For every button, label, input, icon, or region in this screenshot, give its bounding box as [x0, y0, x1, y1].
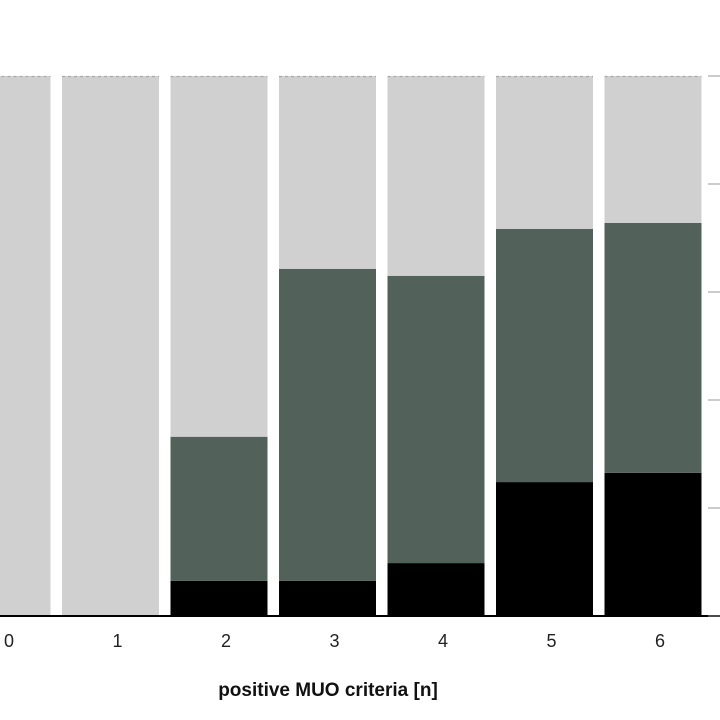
bar-segment-3-series-3	[279, 76, 376, 269]
bar-segment-2-series-2	[170, 436, 268, 581]
x-tick-label-1: 1	[112, 631, 122, 651]
bar-segment-4-series-1	[387, 563, 485, 616]
x-tick-label-2: 2	[221, 631, 231, 651]
bar-segment-2-series-1	[170, 580, 268, 616]
x-tick-label-4: 4	[438, 631, 448, 651]
x-tick-label-6: 6	[655, 631, 665, 651]
y-ticks-group	[708, 75, 720, 617]
x-tick-label-0: 0	[4, 631, 14, 651]
bar-segment-1-series-3	[62, 76, 159, 616]
bar-segment-0-series-3	[0, 76, 51, 616]
bar-segment-3-series-2	[279, 268, 376, 581]
bar-segment-4-series-2	[387, 275, 485, 564]
bars-group	[0, 75, 702, 616]
bar-segment-3-series-1	[279, 580, 376, 616]
x-tick-label-5: 5	[546, 631, 556, 651]
bar-segment-6-series-2	[604, 222, 702, 473]
bar-segment-5-series-1	[496, 482, 593, 616]
bar-segment-5-series-3	[496, 76, 593, 229]
bar-segment-6-series-1	[604, 472, 702, 616]
bar-segment-5-series-2	[496, 228, 593, 483]
x-tick-labels: 0 1 2 3 4 5 6	[4, 631, 665, 651]
x-axis-title: positive MUO criteria [n]	[218, 680, 438, 701]
x-tick-label-3: 3	[329, 631, 339, 651]
bar-segment-6-series-3	[604, 76, 702, 223]
bar-segment-2-series-3	[170, 76, 268, 437]
bar-segment-4-series-3	[387, 76, 485, 276]
